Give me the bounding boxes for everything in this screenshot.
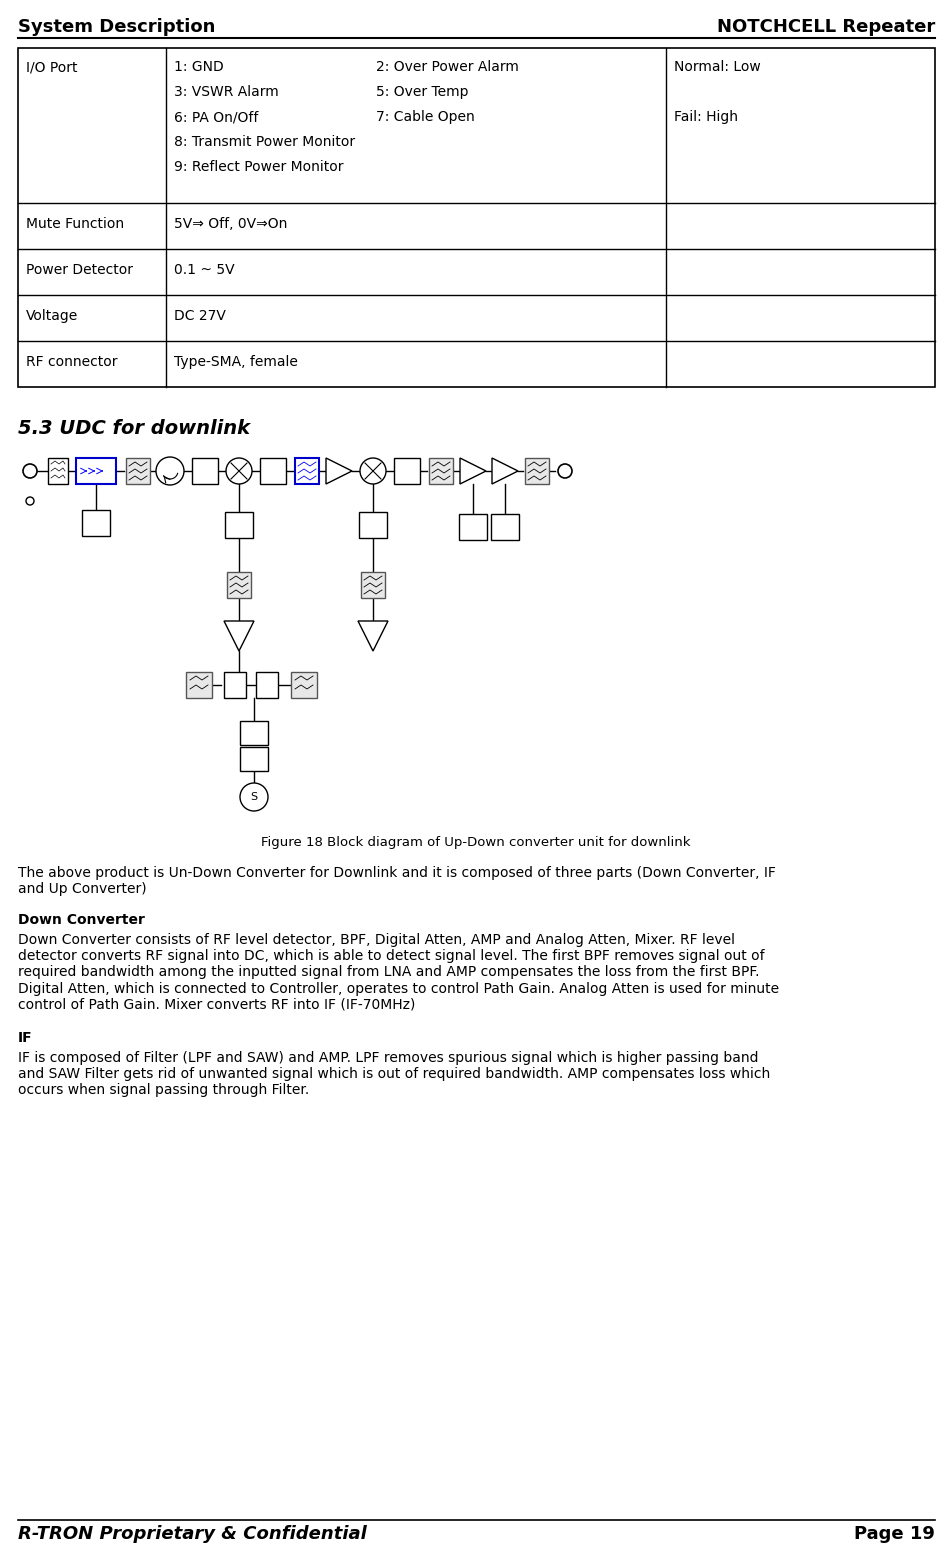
Bar: [240, 748, 268, 771]
Bar: [227, 571, 250, 598]
Text: 9: Reflect Power Monitor: 9: Reflect Power Monitor: [174, 159, 343, 173]
Text: R-TRON Proprietary & Confidential: R-TRON Proprietary & Confidential: [18, 1525, 367, 1542]
Text: 7: Cable Open: 7: Cable Open: [376, 109, 474, 123]
Circle shape: [360, 457, 386, 484]
Text: 5: Over Temp: 5: Over Temp: [376, 84, 468, 98]
Bar: [459, 514, 486, 540]
Bar: [359, 512, 387, 539]
Polygon shape: [460, 457, 486, 484]
Polygon shape: [224, 621, 254, 651]
Text: Power Detector: Power Detector: [26, 262, 133, 276]
Circle shape: [26, 496, 34, 506]
Bar: [260, 457, 286, 484]
Polygon shape: [358, 621, 387, 651]
Text: 5V⇒ Off, 0V⇒On: 5V⇒ Off, 0V⇒On: [174, 217, 288, 231]
Text: Down Converter: Down Converter: [18, 913, 145, 927]
Text: S: S: [250, 791, 257, 802]
Bar: [225, 512, 252, 539]
Bar: [126, 457, 149, 484]
Circle shape: [23, 464, 37, 478]
Bar: [191, 457, 218, 484]
Text: Page 19: Page 19: [853, 1525, 934, 1542]
Text: Voltage: Voltage: [26, 309, 78, 323]
Bar: [525, 457, 548, 484]
Circle shape: [558, 464, 571, 478]
Text: 8: Transmit Power Monitor: 8: Transmit Power Monitor: [174, 134, 355, 148]
Bar: [361, 571, 385, 598]
Text: Fail: High: Fail: High: [673, 109, 737, 123]
Text: Type-SMA, female: Type-SMA, female: [174, 354, 298, 368]
Bar: [240, 721, 268, 745]
Text: 6: PA On/Off: 6: PA On/Off: [174, 109, 258, 123]
Circle shape: [226, 457, 251, 484]
Text: RF connector: RF connector: [26, 354, 117, 368]
Bar: [393, 457, 420, 484]
Text: The above product is Un-Down Converter for Downlink and it is composed of three : The above product is Un-Down Converter f…: [18, 866, 775, 896]
Bar: [256, 671, 278, 698]
Bar: [224, 671, 246, 698]
Text: Normal: Low: Normal: Low: [673, 59, 760, 73]
Text: IF is composed of Filter (LPF and SAW) and AMP. LPF removes spurious signal whic: IF is composed of Filter (LPF and SAW) a…: [18, 1051, 769, 1097]
Circle shape: [240, 784, 268, 812]
Text: 2: Over Power Alarm: 2: Over Power Alarm: [376, 59, 518, 73]
Bar: [290, 671, 317, 698]
Bar: [82, 510, 109, 535]
Text: System Description: System Description: [18, 19, 215, 36]
Bar: [490, 514, 519, 540]
Text: Down Converter consists of RF level detector, BPF, Digital Atten, AMP and Analog: Down Converter consists of RF level dete…: [18, 933, 779, 1012]
Text: 5.3 UDC for downlink: 5.3 UDC for downlink: [18, 418, 249, 439]
Polygon shape: [326, 457, 351, 484]
Text: NOTCHCELL Repeater: NOTCHCELL Repeater: [716, 19, 934, 36]
Bar: [295, 457, 319, 484]
Text: I/O Port: I/O Port: [26, 59, 77, 73]
Bar: [186, 671, 211, 698]
Polygon shape: [491, 457, 518, 484]
Bar: [48, 457, 68, 484]
Circle shape: [156, 457, 184, 485]
Text: 0.1 ~ 5V: 0.1 ~ 5V: [174, 262, 234, 276]
Text: Mute Function: Mute Function: [26, 217, 124, 231]
Text: Figure 18 Block diagram of Up-Down converter unit for downlink: Figure 18 Block diagram of Up-Down conve…: [261, 837, 690, 849]
Text: DC 27V: DC 27V: [174, 309, 226, 323]
Text: IF: IF: [18, 1030, 32, 1044]
Text: 1: GND: 1: GND: [174, 59, 224, 73]
Text: 3: VSWR Alarm: 3: VSWR Alarm: [174, 84, 278, 98]
Bar: [428, 457, 452, 484]
Bar: [76, 457, 116, 484]
